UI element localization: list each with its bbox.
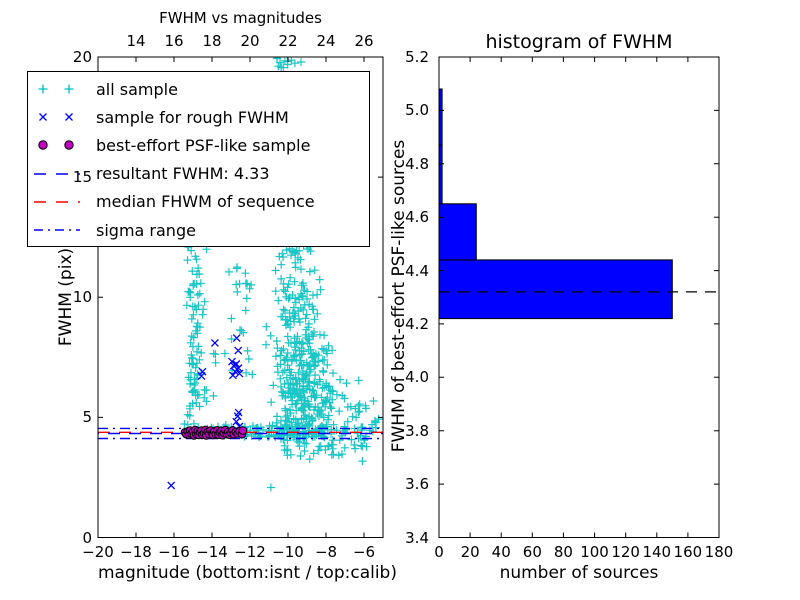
- right-plot-ticks: [438, 56, 720, 538]
- x-tick-label-hist: 180: [704, 543, 734, 561]
- x-tick-label-top: 16: [164, 32, 184, 50]
- scatter-plot-fwhm-vs-magnitudes: [97, 56, 384, 538]
- x-tick-label-top: 20: [240, 32, 260, 50]
- psf-like-sample-markers: [180, 425, 248, 440]
- x-tick-label-bottom: −14: [196, 543, 228, 561]
- circle-legend-marker-icon: [38, 140, 74, 151]
- y-tick-label-left: 10: [72, 288, 92, 307]
- y-tick-label-hist: 3.4: [405, 528, 429, 547]
- legend-item: all sample: [28, 75, 369, 103]
- y-tick-label-hist: 5.2: [405, 48, 429, 66]
- dashed-line-legend-marker-icon: [34, 172, 80, 175]
- y-tick-label-hist: 4.8: [405, 154, 429, 173]
- x-tick-label-hist: 80: [553, 543, 573, 561]
- y-tick-label-left: 0: [82, 528, 92, 547]
- histogram-bar: [438, 203, 477, 261]
- histogram-bar: [438, 259, 673, 320]
- y-tick-label-hist: 5.0: [405, 101, 429, 120]
- legend-item: sigma range: [28, 216, 369, 244]
- x-tick-label-top: 26: [354, 32, 374, 50]
- left-plot-title: FWHM vs magnitudes: [159, 9, 322, 27]
- y-tick-label-left: 15: [72, 168, 92, 187]
- x-tick-label-bottom: −20: [82, 543, 114, 561]
- y-tick-label-hist: 4.2: [405, 314, 429, 333]
- legend: all sample sample for rough FWHM best-effo…: [27, 71, 370, 247]
- x-tick-label-bottom: −8: [314, 543, 338, 561]
- y-tick-label-hist: 4.6: [405, 208, 429, 227]
- x-tick-label-hist: 40: [491, 543, 511, 561]
- x-tick-label-hist: 160: [673, 543, 703, 561]
- x-tick-label-top: 18: [202, 32, 222, 50]
- legend-label: best-effort PSF-like sample: [96, 135, 311, 155]
- x-tick-label-top: 14: [126, 32, 146, 50]
- right-plot-frame: [438, 56, 720, 538]
- x-tick-label-bottom: −10: [272, 543, 304, 561]
- x-tick-label-bottom: −12: [234, 543, 266, 561]
- y-tick-label-hist: 3.6: [405, 475, 429, 494]
- left-plot-xlabel: magnitude (bottom:isnt / top:calib): [98, 563, 397, 583]
- y-tick-label-left: 5: [82, 408, 92, 427]
- x-tick-label-hist: 20: [460, 543, 480, 561]
- legend-label: resultant FWHM: 4.33: [96, 164, 270, 184]
- y-tick-label-hist: 3.8: [405, 421, 429, 440]
- x-tick-label-bottom: −16: [158, 543, 190, 561]
- cross-legend-marker-icon: [39, 113, 73, 122]
- right-plot-ylabel: FWHM of best-effort PSF-like sources: [389, 139, 409, 453]
- legend-label: all sample: [96, 79, 178, 99]
- rough-fwhm-markers: [167, 334, 245, 490]
- x-tick-label-hist: 100: [580, 543, 609, 561]
- legend-item: median FHWM of sequence: [28, 188, 369, 216]
- legend-item: best-effort PSF-like sample: [28, 131, 369, 159]
- x-tick-label-top: 24: [316, 32, 336, 50]
- x-tick-label-bottom: −18: [120, 543, 152, 561]
- right-plot-title: histogram of FWHM: [485, 31, 673, 53]
- legend-item: sample for rough FWHM: [28, 103, 369, 131]
- x-tick-label-bottom: −6: [352, 543, 376, 561]
- right-plot-xlabel: number of sources: [499, 563, 659, 583]
- dashdot-line-legend-marker-icon: [34, 229, 80, 231]
- histogram-plot: [438, 56, 720, 538]
- legend-label: median FHWM of sequence: [96, 192, 315, 212]
- legend-label: sample for rough FWHM: [96, 107, 289, 127]
- x-tick-label-hist: 0: [434, 543, 444, 561]
- y-tick-label-left: 20: [72, 48, 92, 66]
- y-tick-label-hist: 4.0: [405, 368, 429, 387]
- x-tick-label-hist: 140: [642, 543, 672, 561]
- left-plot-ticks: [97, 56, 383, 538]
- plus-legend-marker-icon: [38, 84, 74, 94]
- legend-label: sigma range: [96, 220, 196, 240]
- y-tick-label-hist: 4.4: [405, 261, 429, 280]
- x-tick-label-hist: 120: [611, 543, 640, 561]
- legend-item: resultant FWHM: 4.33: [28, 160, 369, 188]
- dashed-line-legend-marker-icon: [34, 201, 80, 203]
- x-tick-label-top: 22: [278, 32, 298, 50]
- x-tick-label-hist: 60: [522, 543, 542, 561]
